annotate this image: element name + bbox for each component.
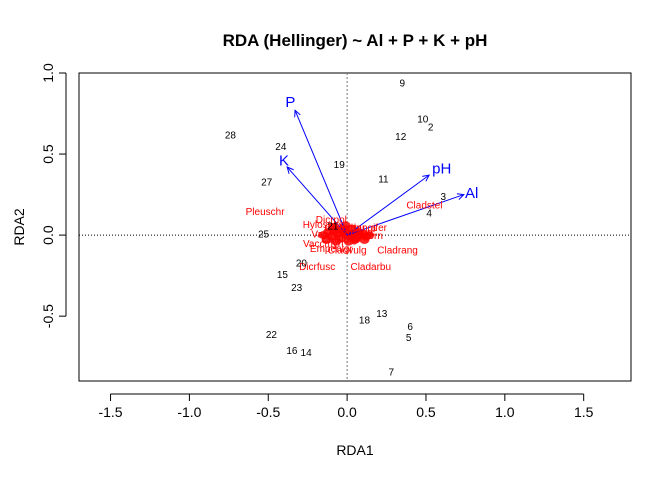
- y-tick-label: 1.0: [40, 63, 56, 83]
- site-label: 25: [258, 229, 270, 240]
- species-label: Barbhatc: [335, 228, 375, 239]
- species-label: Dicrfusc: [299, 262, 335, 273]
- species-cluster-mark: [321, 235, 332, 244]
- site-label: 22: [266, 330, 278, 341]
- site-label: 2: [428, 122, 434, 133]
- y-tick-label: 0.5: [40, 144, 56, 164]
- species-cluster-mark: [350, 235, 360, 244]
- x-tick-label: -1.5: [98, 404, 122, 420]
- species-label: Callvulg: [321, 234, 357, 245]
- env-arrow-ph: [346, 174, 430, 236]
- x-tick-label: 0.0: [337, 404, 357, 420]
- species-label: Cladstel: [406, 200, 442, 211]
- species-cluster-mark: [359, 235, 370, 244]
- site-label: 11: [378, 174, 389, 185]
- site-label: 3: [441, 192, 447, 203]
- species-label: Dicrpol: [316, 215, 347, 226]
- environmental-vectors: P K pH Al: [279, 94, 478, 236]
- x-tick-label: 0.5: [416, 404, 436, 420]
- env-arrowhead: [294, 109, 301, 118]
- site-label: 20: [296, 259, 308, 270]
- env-label-k: K: [279, 153, 289, 170]
- x-tick-label: -1.0: [177, 404, 201, 420]
- species-label: Cladarbu: [350, 262, 391, 273]
- species-label: Cladarbu_a: [324, 223, 376, 234]
- site-label: 14: [301, 348, 313, 359]
- species-label: Vaccmyrt: [303, 239, 344, 250]
- species-cluster-mark: [340, 221, 351, 230]
- site-label: 4: [426, 208, 432, 219]
- site-label: 10: [417, 114, 429, 125]
- species-label: Cladrangifer: [332, 223, 387, 234]
- site-label: 16: [286, 346, 298, 357]
- species-scores: Pleuschr Cladstel DicrpolHylospleCladarbu_…: [246, 200, 443, 273]
- env-arrowhead: [422, 174, 431, 182]
- site-label: 5: [406, 333, 412, 344]
- env-label-al: Al: [465, 185, 478, 202]
- site-label: 9: [400, 79, 406, 90]
- species-cluster-mark: [327, 223, 338, 231]
- env-arrowhead: [286, 166, 294, 174]
- species-label: Hylosple: [303, 220, 342, 231]
- species-cluster-mark: [353, 227, 364, 236]
- species-label: Cladvulg: [328, 246, 367, 257]
- site-label: 19: [334, 160, 346, 171]
- site-label: 15: [277, 270, 289, 281]
- site-label: 7: [388, 367, 394, 378]
- env-label-p: P: [285, 94, 295, 111]
- species-cluster-mark: [331, 237, 342, 246]
- site-label: 27: [261, 178, 273, 189]
- env-label-ph: pH: [432, 161, 451, 178]
- species-label: Vaccviti: [311, 229, 345, 240]
- y-axis-label: RDA2: [11, 208, 27, 246]
- site-label: 28: [225, 131, 237, 142]
- x-tick-label: 1.5: [574, 404, 594, 420]
- y-tick-label: -0.5: [40, 304, 56, 328]
- species-label: Empenigr: [310, 244, 353, 255]
- y-tick-label: 0.0: [40, 225, 56, 245]
- x-tick-label: 1.0: [495, 404, 515, 420]
- env-arrowhead: [456, 193, 465, 200]
- site-label: 13: [376, 309, 388, 320]
- species-label: Pleuschr: [246, 207, 286, 218]
- site-label: 12: [395, 132, 407, 143]
- env-arrow-p: [294, 110, 348, 236]
- site-label: 24: [275, 142, 287, 153]
- species-cluster: [318, 221, 375, 246]
- y-axis: -0.5 0.0 0.5 1.0: [40, 63, 67, 328]
- species-label: Cladcorn: [343, 231, 383, 242]
- x-tick-label: -0.5: [256, 404, 280, 420]
- plot-frame: [78, 72, 632, 382]
- species-label: Cladrang: [377, 246, 418, 257]
- chart-title: RDA (Hellinger) ~ Al + P + K + pH: [223, 31, 488, 50]
- x-axis-label: RDA1: [336, 442, 374, 458]
- x-axis: -1.5 -1.0 -0.5 0.0 0.5 1.0 1.5: [98, 393, 594, 420]
- env-arrow-k: [286, 166, 348, 236]
- site-label: 6: [407, 322, 413, 333]
- site-label: 18: [359, 315, 371, 326]
- env-arrow-al: [346, 194, 464, 236]
- site-label: 23: [291, 283, 303, 294]
- site-label: 21: [327, 221, 339, 232]
